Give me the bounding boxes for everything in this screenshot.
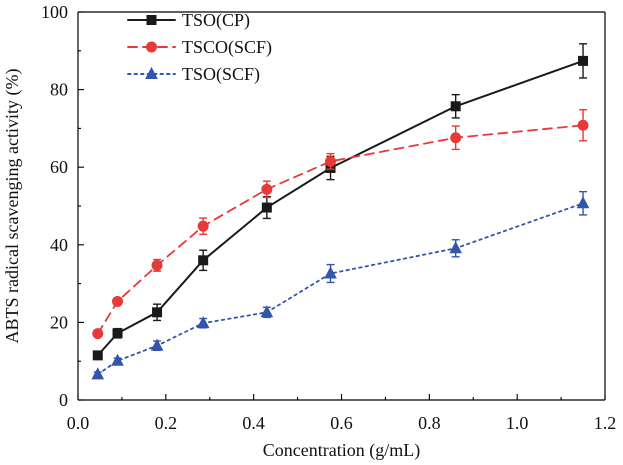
data-point-circle <box>450 132 462 144</box>
data-point-circle <box>197 220 209 232</box>
data-point-circle <box>261 183 273 195</box>
data-point-square <box>92 350 103 361</box>
series-square <box>92 43 589 361</box>
data-point-circle <box>92 328 104 340</box>
data-point-square <box>146 15 157 25</box>
data-point-triangle <box>576 196 590 209</box>
series-line <box>96 124 584 335</box>
y-tick-label: 60 <box>50 157 68 177</box>
x-tick-label: 0.8 <box>418 413 441 433</box>
data-point-triangle <box>196 316 210 329</box>
x-tick-label: 1.0 <box>506 413 529 433</box>
x-tick-label: 0.2 <box>155 413 178 433</box>
legend-item: TSO(CP) <box>127 10 250 31</box>
series-line <box>96 59 585 357</box>
series-line <box>96 202 584 376</box>
y-tick-label: 100 <box>41 2 68 22</box>
legend-item: TSCO(SCF) <box>127 37 272 58</box>
y-tick-label: 80 <box>50 80 68 100</box>
data-point-triangle <box>449 241 463 254</box>
series-circle <box>92 109 589 340</box>
legend: TSO(CP) TSCO(SCF) TSO(SCF) <box>127 10 272 85</box>
x-tick-label: 0.4 <box>242 413 265 433</box>
data-point-triangle <box>150 338 164 351</box>
data-point-triangle <box>324 266 337 279</box>
y-tick-label: 40 <box>50 235 68 255</box>
x-tick-label: 0.6 <box>330 413 353 433</box>
legend-label: TSO(CP) <box>182 10 250 31</box>
data-point-square <box>152 307 163 318</box>
y-tick-label: 20 <box>50 312 68 332</box>
legend-label: TSCO(SCF) <box>182 37 272 58</box>
y-axis-ticks: 0 20 40 60 80 100 <box>41 2 84 410</box>
data-point-square <box>578 55 589 66</box>
x-tick-label: 0.0 <box>67 413 90 433</box>
data-point-circle <box>577 119 589 131</box>
y-tick-label: 0 <box>59 390 68 410</box>
legend-item: TSO(SCF) <box>127 64 260 85</box>
data-point-circle <box>325 155 337 167</box>
data-point-triangle <box>260 305 274 318</box>
data-point-square <box>450 101 461 112</box>
data-point-square <box>261 202 272 213</box>
data-point-triangle <box>145 66 158 79</box>
data-point-circle <box>146 41 157 53</box>
data-point-square <box>112 328 123 339</box>
x-axis-label: Concentration (g/mL) <box>263 440 420 461</box>
data-point-circle <box>151 259 163 271</box>
series-triangle <box>91 190 590 380</box>
data-point-triangle <box>111 353 124 366</box>
legend-label: TSO(SCF) <box>182 64 260 85</box>
data-point-triangle <box>91 367 105 380</box>
data-point-square <box>198 255 209 266</box>
x-tick-label: 1.2 <box>594 413 617 433</box>
y-axis-label: ABTS radical scavenging activity (%) <box>2 69 23 344</box>
data-point-circle <box>112 295 124 307</box>
series-layer <box>91 43 590 380</box>
x-axis-ticks: 0.0 0.2 0.4 0.6 0.8 1.0 1.2 <box>67 394 617 433</box>
